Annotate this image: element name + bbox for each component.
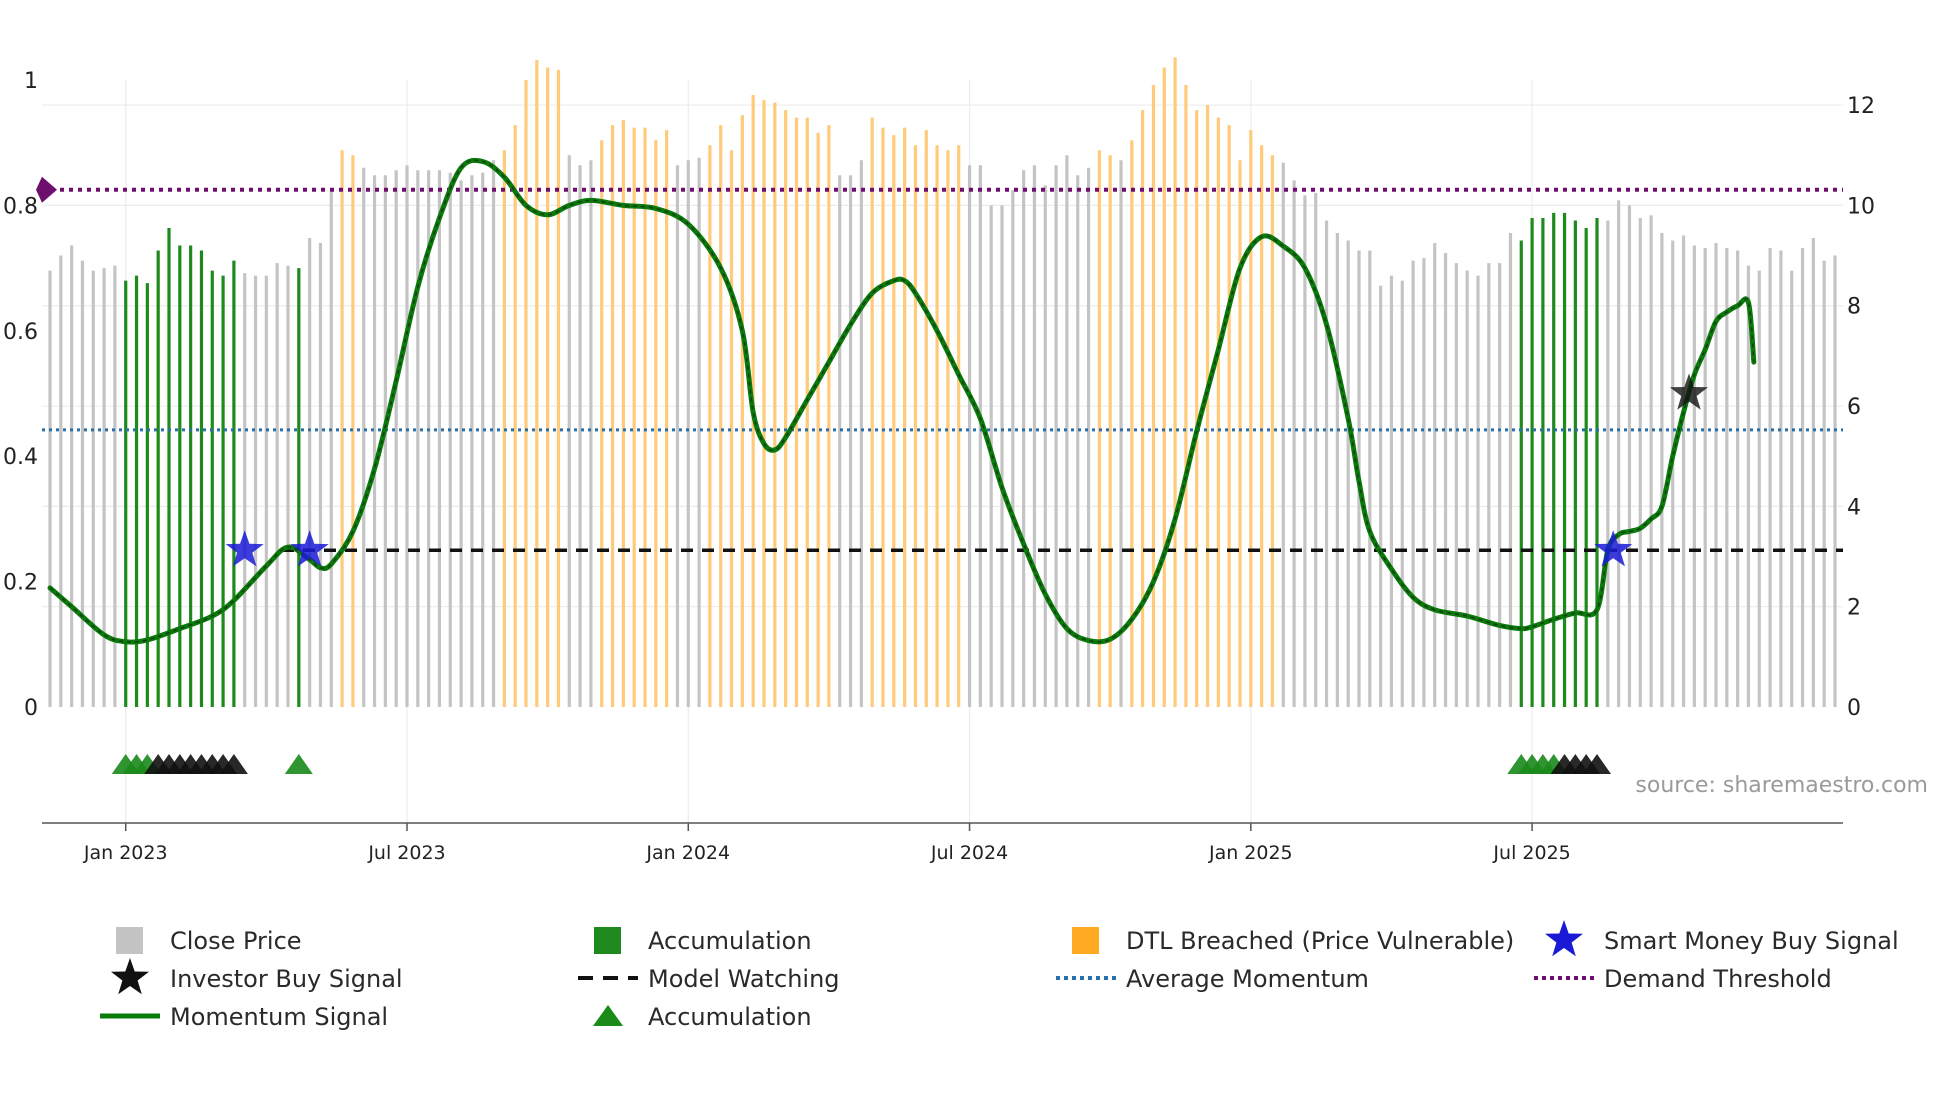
right-tick-label: 6 [1847,395,1861,420]
x-tick-label: Jul 2024 [930,842,1008,864]
legend-label: Close Price [170,927,302,955]
legend-swatch [1072,927,1099,954]
left-tick-label: 1 [24,69,38,94]
accumulation-marker [219,754,248,774]
legend-item-average: Average Momentum [1056,965,1369,993]
axes: Jan 2023 Jul 2023 Jan 2024 Jul 2024 Jan 2025… [3,69,1875,864]
legend-star-icon [1545,920,1583,957]
x-tick-label: Jan 2024 [645,842,730,864]
right-tick-label: 12 [1847,94,1875,119]
legend-item-accum_marker: Accumulation [593,1003,812,1031]
accumulation-marker [1583,754,1611,774]
right-tick-label: 0 [1847,696,1861,721]
x-tick-label: Jul 2023 [367,842,445,864]
investor-star [1669,373,1708,410]
legend-item-watching: Model Watching [578,965,840,993]
x-tick-label: Jan 2025 [1208,842,1293,864]
source-label: source: sharemaestro.com [1635,773,1928,798]
left-tick-label: 0.4 [3,445,38,470]
legend-label: Average Momentum [1126,965,1369,993]
right-tick-label: 2 [1847,596,1861,621]
left-tick-label: 0.2 [3,571,38,596]
legend-label: DTL Breached (Price Vulnerable) [1126,927,1514,955]
x-tick-label: Jul 2025 [1492,842,1570,864]
right-tick-label: 8 [1847,295,1861,320]
legend-triangle-icon [593,1005,623,1026]
legend-item-threshold: Demand Threshold [1534,965,1832,993]
threshold-marker [36,176,57,203]
legend-label: Accumulation [648,1003,812,1031]
right-tick-label: 10 [1847,194,1875,219]
legend-label: Investor Buy Signal [170,965,403,993]
smart-money-star [225,530,264,567]
x-tick-label: Jan 2023 [83,842,168,864]
reference-lines [36,176,1843,552]
accumulation-marker [284,754,313,774]
legend-star-icon [111,958,149,995]
legend-swatch [594,927,621,954]
legend-label: Smart Money Buy Signal [1604,927,1899,955]
legend-item-dtl: DTL Breached (Price Vulnerable) [1072,927,1514,955]
smart-money-star [1594,530,1633,567]
price-bars [48,57,1837,707]
signal-stars [225,373,1708,567]
legend-item-momentum: Momentum Signal [100,1003,388,1031]
legend-swatch [116,927,143,954]
legend-item-accum_bar: Accumulation [594,927,812,955]
left-tick-label: 0.6 [3,320,38,345]
momentum-line-inner [49,159,1755,643]
accumulation-markers [111,754,1611,774]
legend-label: Demand Threshold [1604,965,1832,993]
right-tick-label: 4 [1847,495,1861,520]
left-tick-label: 0 [24,696,38,721]
legend-label: Model Watching [648,965,840,993]
legend: Close Price Accumulation DTL Breached (Pri… [100,920,1899,1031]
left-tick-label: 0.8 [3,194,38,219]
legend-label: Momentum Signal [170,1003,388,1031]
legend-label: Accumulation [648,927,812,955]
momentum-signal [47,157,1757,645]
smart-money-star [290,530,329,567]
legend-item-close: Close Price [116,927,302,955]
legend-item-smart: Smart Money Buy Signal [1545,920,1899,957]
legend-item-investor: Investor Buy Signal [111,958,403,995]
